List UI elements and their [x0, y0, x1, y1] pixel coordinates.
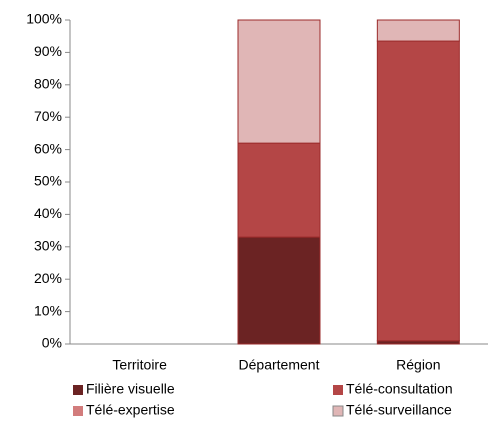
legend-swatch	[73, 385, 83, 395]
x-tick-label: Département	[239, 357, 320, 373]
y-tick-label: 90%	[34, 43, 62, 59]
bar-segment	[376, 19, 460, 42]
y-tick-label: 20%	[34, 270, 62, 286]
y-tick-label: 0%	[42, 335, 62, 351]
x-tick-label: Territoire	[112, 357, 167, 373]
legend-label: Télé-surveillance	[346, 402, 452, 418]
y-tick-label: 10%	[34, 302, 62, 318]
legend-label: Télé-expertise	[86, 402, 175, 418]
legend-label: Télé-consultation	[346, 381, 453, 397]
legend-swatch	[333, 385, 343, 395]
legend-swatch	[332, 405, 344, 417]
bar-segment	[237, 236, 321, 345]
bar-segment	[376, 40, 460, 342]
y-tick-label: 30%	[34, 238, 62, 254]
bar-segment	[237, 142, 321, 238]
y-tick-label: 40%	[34, 205, 62, 221]
legend-swatch	[73, 406, 83, 416]
bar-segment	[237, 19, 321, 144]
y-tick-label: 60%	[34, 140, 62, 156]
y-tick-label: 50%	[34, 173, 62, 189]
y-tick-label: 100%	[26, 11, 62, 27]
legend-label: Filière visuelle	[86, 381, 175, 397]
y-tick-label: 70%	[34, 108, 62, 124]
x-tick-label: Région	[396, 357, 440, 373]
y-tick-label: 80%	[34, 76, 62, 92]
